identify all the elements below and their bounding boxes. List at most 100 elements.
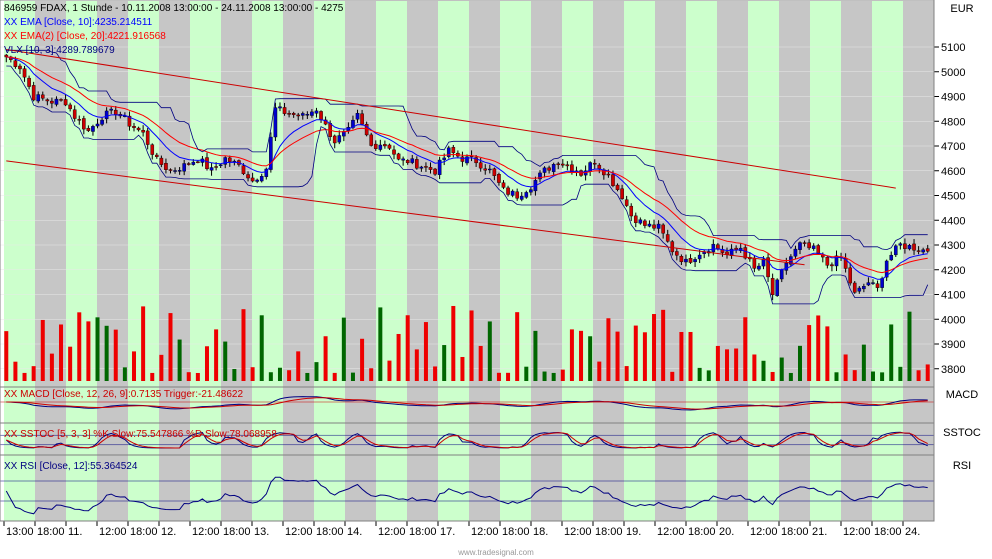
- volume-bar: [68, 346, 73, 381]
- candle-body: [196, 161, 200, 163]
- background-stripe: [438, 1, 469, 521]
- candle-body: [337, 135, 342, 143]
- candle-body: [264, 168, 269, 177]
- volume-bar: [241, 309, 246, 381]
- volume-bar: [296, 351, 301, 381]
- x-tick-label: 12:00: [564, 526, 592, 538]
- background-stripe: [97, 1, 128, 521]
- y-tick-label: 4500: [941, 191, 965, 203]
- legend-ema10: XX EMA [Close, 10]:4235.214511: [4, 17, 153, 28]
- candle-body: [615, 184, 620, 190]
- candle-body: [191, 161, 196, 165]
- background-stripe: [314, 1, 345, 521]
- candle-body: [716, 244, 720, 250]
- y-tick-label: 5000: [941, 67, 965, 79]
- candle-body: [670, 241, 675, 253]
- candle-body: [925, 248, 930, 252]
- volume-bar: [661, 309, 666, 381]
- candle-body: [50, 100, 54, 104]
- x-tick-label: 18:00: [688, 526, 716, 538]
- volume-bar: [59, 324, 64, 381]
- candle-body: [556, 163, 561, 165]
- candle-body: [241, 165, 246, 175]
- legend-ema20: XX EMA(2) [Close, 20]:4221.916568: [4, 31, 166, 42]
- volume-bar: [697, 367, 702, 381]
- y-tick-label: 4200: [941, 265, 965, 277]
- volume-bar: [788, 372, 793, 381]
- candle-body: [63, 99, 68, 106]
- chart-title: 846959 FDAX, 1 Stunde - 10.11.2008 13:00…: [4, 3, 344, 14]
- background-stripe: [159, 1, 190, 521]
- candle-body: [779, 269, 784, 280]
- volume-bar: [95, 317, 100, 381]
- x-tick-label: 12.: [161, 526, 176, 538]
- candle-body: [314, 110, 319, 114]
- x-tick-label: 18:00: [223, 526, 251, 538]
- legend-sstoc: XX SSTOC [5, 3, 3] %K Slow:75.547866 %D …: [4, 429, 277, 440]
- candle-body: [40, 94, 45, 99]
- candle-body: [652, 224, 656, 229]
- volume-bar: [469, 310, 474, 381]
- x-tick-label: 18:00: [595, 526, 623, 538]
- candle-body: [419, 166, 424, 169]
- candle-body: [488, 168, 492, 171]
- background-stripe: [221, 1, 252, 521]
- volume-bar: [834, 372, 839, 381]
- candle-body: [36, 94, 41, 102]
- candle-body: [711, 243, 716, 253]
- x-tick-label: 18:00: [409, 526, 437, 538]
- candle-body: [565, 164, 570, 167]
- volume-bar: [332, 372, 337, 381]
- candle-body: [27, 77, 31, 87]
- volume-bar: [360, 338, 365, 381]
- volume-bar: [214, 329, 219, 381]
- volume-bar: [186, 372, 191, 381]
- candle-body: [560, 163, 565, 166]
- volume-bar: [898, 366, 903, 381]
- candle-body: [164, 162, 168, 170]
- candle-body: [510, 190, 515, 196]
- volume-bar: [305, 372, 310, 381]
- x-tick-label: 17.: [440, 526, 455, 538]
- candle-body: [903, 243, 907, 249]
- volume-bar: [314, 362, 319, 381]
- candle-body: [383, 144, 387, 147]
- volume-bar: [31, 366, 36, 381]
- y-tick-label: 4100: [941, 290, 965, 302]
- candle-body: [31, 85, 36, 101]
- candle-body: [291, 113, 296, 115]
- indicator-panes: [0, 396, 934, 515]
- candle-body: [278, 106, 282, 109]
- candle-body: [113, 109, 118, 115]
- candle-body: [624, 199, 629, 206]
- background-stripe: [66, 1, 97, 521]
- volume-bar: [478, 345, 483, 381]
- candle-body: [319, 111, 323, 120]
- candle-body: [145, 130, 150, 145]
- candle-body: [784, 262, 789, 271]
- background-stripe: [903, 1, 934, 521]
- volume-bar: [122, 367, 127, 381]
- volume-bar: [13, 361, 18, 381]
- candle-body: [209, 167, 214, 171]
- background-stripe: [717, 1, 748, 521]
- background-stripes: [4, 1, 934, 521]
- candle-body: [159, 157, 164, 165]
- candle-body: [300, 113, 305, 116]
- candle-body: [186, 163, 191, 165]
- volume-bar: [250, 367, 255, 381]
- x-axis: 13:00 18:00 11. 12:00 18:00 12. 12:00 18:00 13. 1…: [0, 520, 934, 538]
- candle-body: [168, 169, 173, 171]
- y-tick-label: 4900: [941, 92, 965, 104]
- pane-label-sstoc: SSTOC: [943, 427, 981, 439]
- y-tick-label: 3800: [941, 364, 965, 376]
- background-stripe: [407, 1, 438, 521]
- volume-bar: [49, 353, 54, 381]
- volume-bar: [451, 305, 456, 381]
- volume-bar: [259, 315, 264, 381]
- candle-body: [889, 254, 894, 261]
- volume-bar: [232, 369, 237, 381]
- volume-bar: [378, 307, 383, 381]
- candle-body: [912, 243, 916, 251]
- candle-body: [369, 134, 374, 146]
